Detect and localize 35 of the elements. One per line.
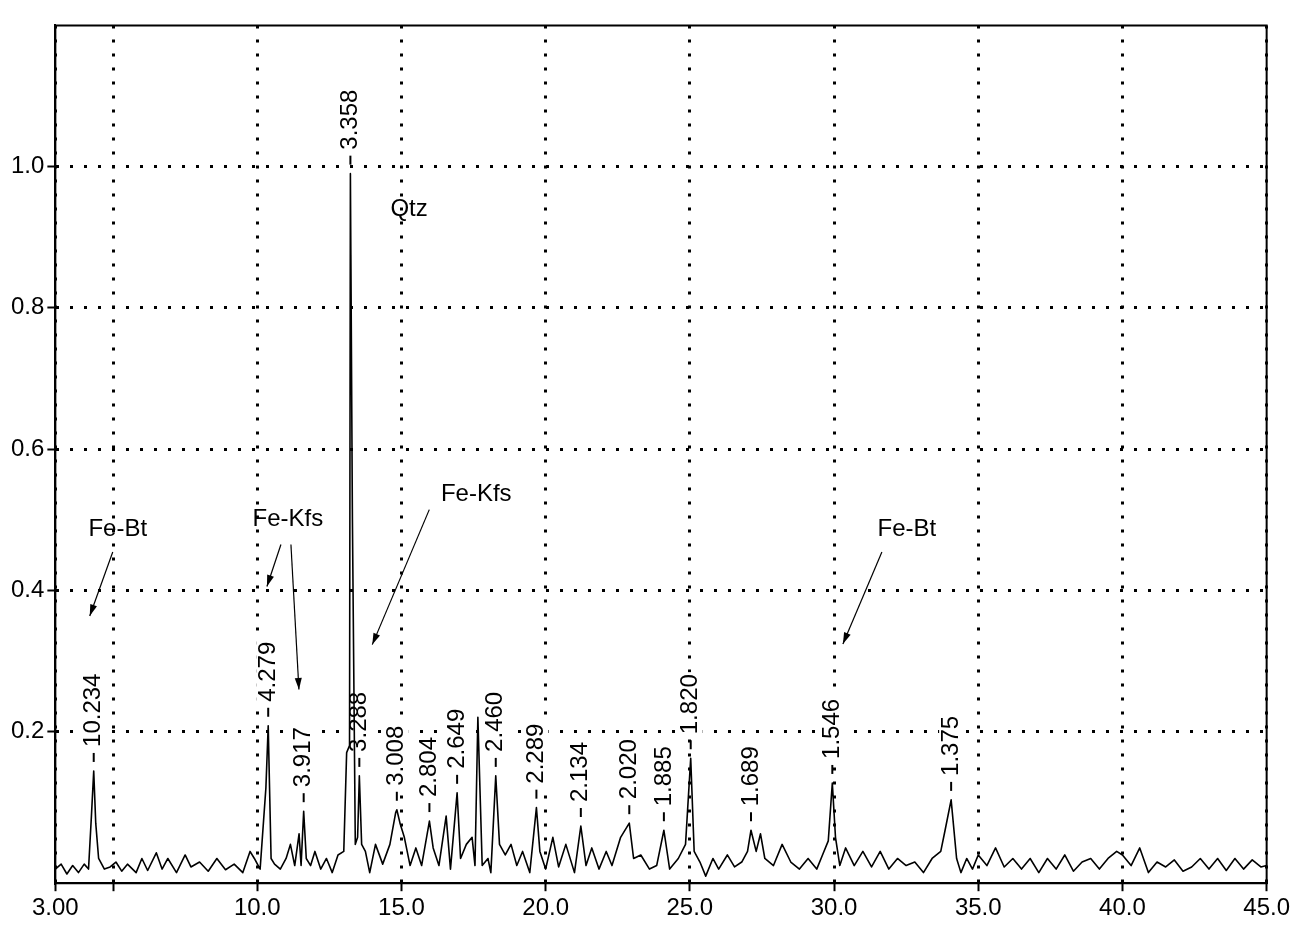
annotation: Qtz: [390, 194, 428, 222]
x-tick-label: 15.0: [378, 893, 425, 921]
annotation: 1.546: [816, 698, 844, 759]
x-tick-label: 45.0: [1243, 893, 1290, 921]
annotation: 2.460: [480, 691, 508, 752]
annotation: 2.134: [565, 741, 593, 803]
x-tick-label: 25.0: [666, 893, 714, 921]
annotation: 1.375: [935, 715, 963, 776]
annotation: 3.008: [381, 725, 409, 786]
annotation: 10.234: [78, 673, 106, 747]
x-tick-label: 40.0: [1099, 893, 1146, 921]
annotation: Fe-Kfs: [440, 479, 512, 507]
annotation: Fe-Bt: [877, 513, 937, 541]
annotation: 1.885: [648, 746, 676, 807]
y-tick-label: 0.6: [10, 433, 45, 461]
annotation: 4.279: [252, 641, 280, 702]
x-tick-label: 35.0: [954, 893, 1002, 921]
annotation: 1.820: [675, 674, 703, 735]
x-tick-label: 30.0: [810, 893, 858, 921]
annotation: 2.804: [414, 737, 442, 798]
annotation: 3.358: [335, 89, 363, 150]
annotation: 3.917: [288, 727, 316, 788]
y-tick-label: 0.4: [10, 574, 45, 602]
annotation: Fe-Bt: [88, 513, 148, 541]
annotation: 2.649: [441, 708, 469, 769]
annotation: Fe-Kfs: [252, 504, 324, 532]
annotation: 1.689: [735, 746, 763, 807]
y-tick-label: 1.0: [10, 151, 45, 179]
y-tick-label: 0.2: [10, 716, 45, 744]
x-tick-label: 20.0: [522, 893, 569, 921]
x-tick-label: 10.0: [233, 893, 281, 921]
annotation: 2.289: [521, 723, 549, 784]
y-tick-label: 0.8: [10, 292, 45, 320]
x-tick-label: 3.00: [32, 893, 79, 921]
annotation: 2.020: [613, 739, 641, 800]
